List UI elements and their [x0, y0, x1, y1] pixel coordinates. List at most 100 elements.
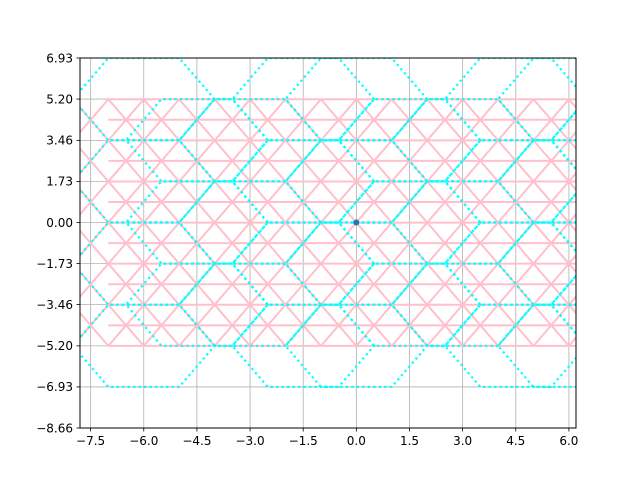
lattice-diagonal-line	[426, 263, 446, 285]
lattice-diagonal-line	[267, 98, 287, 121]
origin-series	[353, 219, 360, 226]
lattice-diagonal-line	[461, 98, 482, 121]
lattice-diagonal-line	[568, 130, 576, 142]
lattice-diagonal-line	[213, 201, 234, 224]
lattice-diagonal-line	[196, 201, 216, 224]
x-tick-label: 3.0	[453, 434, 472, 448]
hexagon	[390, 262, 535, 347]
hexagon	[390, 98, 535, 183]
lattice-diagonal-line	[213, 180, 234, 203]
lattice-diagonal-line	[249, 263, 269, 285]
lattice-diagonal-line	[532, 242, 552, 265]
lattice-diagonal-line	[160, 304, 180, 326]
lattice-diagonal-line	[320, 119, 340, 142]
lattice-diagonal-line	[515, 180, 535, 203]
lattice-diagonal-line	[373, 139, 393, 162]
lattice-diagonal-line	[391, 242, 411, 265]
lattice-diagonal-line	[125, 98, 145, 121]
lattice-diagonal-line	[426, 242, 446, 265]
lattice-diagonal-line	[231, 139, 251, 162]
hexagon	[284, 303, 429, 388]
lattice-diagonal-line	[426, 324, 446, 347]
y-tick-label: 6.93	[46, 51, 73, 65]
y-tick-label: −6.93	[36, 380, 73, 394]
lattice-diagonal-line	[408, 304, 428, 326]
lattice-diagonal-line	[337, 242, 358, 265]
x-tick-label: −4.5	[182, 434, 211, 448]
lattice-diagonal-line	[213, 242, 234, 265]
lattice-diagonal-line	[408, 283, 428, 306]
lattice-diagonal-line	[89, 160, 110, 183]
lattice-diagonal-line	[107, 160, 127, 183]
lattice-diagonal-line	[426, 283, 446, 306]
lattice-diagonal-line	[267, 160, 287, 183]
hexagon	[230, 139, 376, 224]
lattice-diagonal-line	[550, 242, 570, 265]
lattice-diagonal-line	[320, 180, 340, 203]
lattice-diagonal-line	[160, 201, 180, 224]
lattice-diagonal-line	[497, 283, 517, 306]
lattice-diagonal-line	[267, 283, 287, 306]
hexagon	[230, 58, 376, 142]
lattice-diagonal-line	[302, 180, 322, 203]
lattice-diagonal-line	[178, 324, 198, 347]
lattice-diagonal-line	[532, 263, 552, 285]
lattice-diagonal-line	[373, 221, 393, 244]
lattice-diagonal-line	[302, 160, 322, 183]
lattice-diagonal-line	[373, 242, 393, 265]
x-tick-label: −6.0	[129, 434, 158, 448]
lattice-diagonal-line	[178, 242, 198, 265]
lattice-diagonal-line	[89, 263, 110, 285]
lattice-diagonal-line	[479, 160, 499, 183]
lattice-diagonal-line	[107, 324, 127, 347]
lattice-diagonal-line	[160, 139, 180, 162]
lattice-diagonal-line	[196, 304, 216, 326]
lattice-diagonal-line	[426, 221, 446, 244]
lattice-diagonal-line	[461, 180, 482, 203]
lattice-diagonal-line	[355, 221, 375, 244]
lattice-diagonal-line	[426, 119, 446, 142]
lattice-diagonal-line	[160, 180, 180, 203]
lattice-diagonal-line	[213, 263, 234, 285]
lattice-diagonal-line	[196, 119, 216, 142]
lattice-diagonal-line	[337, 180, 358, 203]
lattice-diagonal-line	[550, 160, 570, 183]
lattice-diagonal-line	[373, 119, 393, 142]
axes-frame	[79, 57, 577, 429]
lattice-diagonal-line	[125, 160, 145, 183]
lattice-diagonal-line	[80, 147, 92, 162]
lattice-diagonal-line	[426, 139, 446, 162]
lattice-diagonal-line	[391, 263, 411, 285]
lattice-diagonal-line	[568, 180, 576, 192]
lattice-diagonal-line	[461, 160, 482, 183]
lattice-diagonal-line	[80, 201, 92, 216]
lattice-diagonal-line	[320, 263, 340, 285]
lattice-diagonal-line	[568, 304, 576, 315]
lattice-diagonal-line	[143, 304, 163, 326]
lattice-diagonal-line	[373, 180, 393, 203]
lattice-diagonal-line	[479, 304, 499, 326]
lattice-diagonal-line	[160, 221, 180, 244]
hexagon	[124, 180, 270, 265]
lattice-diagonal-line	[231, 119, 251, 142]
lattice-diagonal-line	[391, 98, 411, 121]
lattice-diagonal-line	[80, 311, 92, 326]
lattice-diagonal-line	[302, 242, 322, 265]
lattice-diagonal-line	[550, 180, 570, 203]
lattice-diagonal-line	[249, 98, 269, 121]
hexagon	[230, 221, 376, 306]
hexagon	[284, 139, 429, 224]
hexagon	[80, 303, 217, 388]
y-tick-label: 0.00	[46, 216, 73, 230]
lattice-diagonal-line	[497, 304, 517, 326]
lattice-diagonal-line	[249, 324, 269, 347]
lattice-diagonal-line	[267, 139, 287, 162]
lattice-diagonal-line	[391, 180, 411, 203]
x-tick-label: 0.0	[347, 434, 366, 448]
lattice-diagonal-line	[320, 139, 340, 162]
lattice-diagonal-line	[125, 242, 145, 265]
lattice-diagonal-line	[444, 304, 464, 326]
lattice-diagonal-line	[89, 242, 110, 265]
lattice-diagonal-line	[284, 119, 304, 142]
